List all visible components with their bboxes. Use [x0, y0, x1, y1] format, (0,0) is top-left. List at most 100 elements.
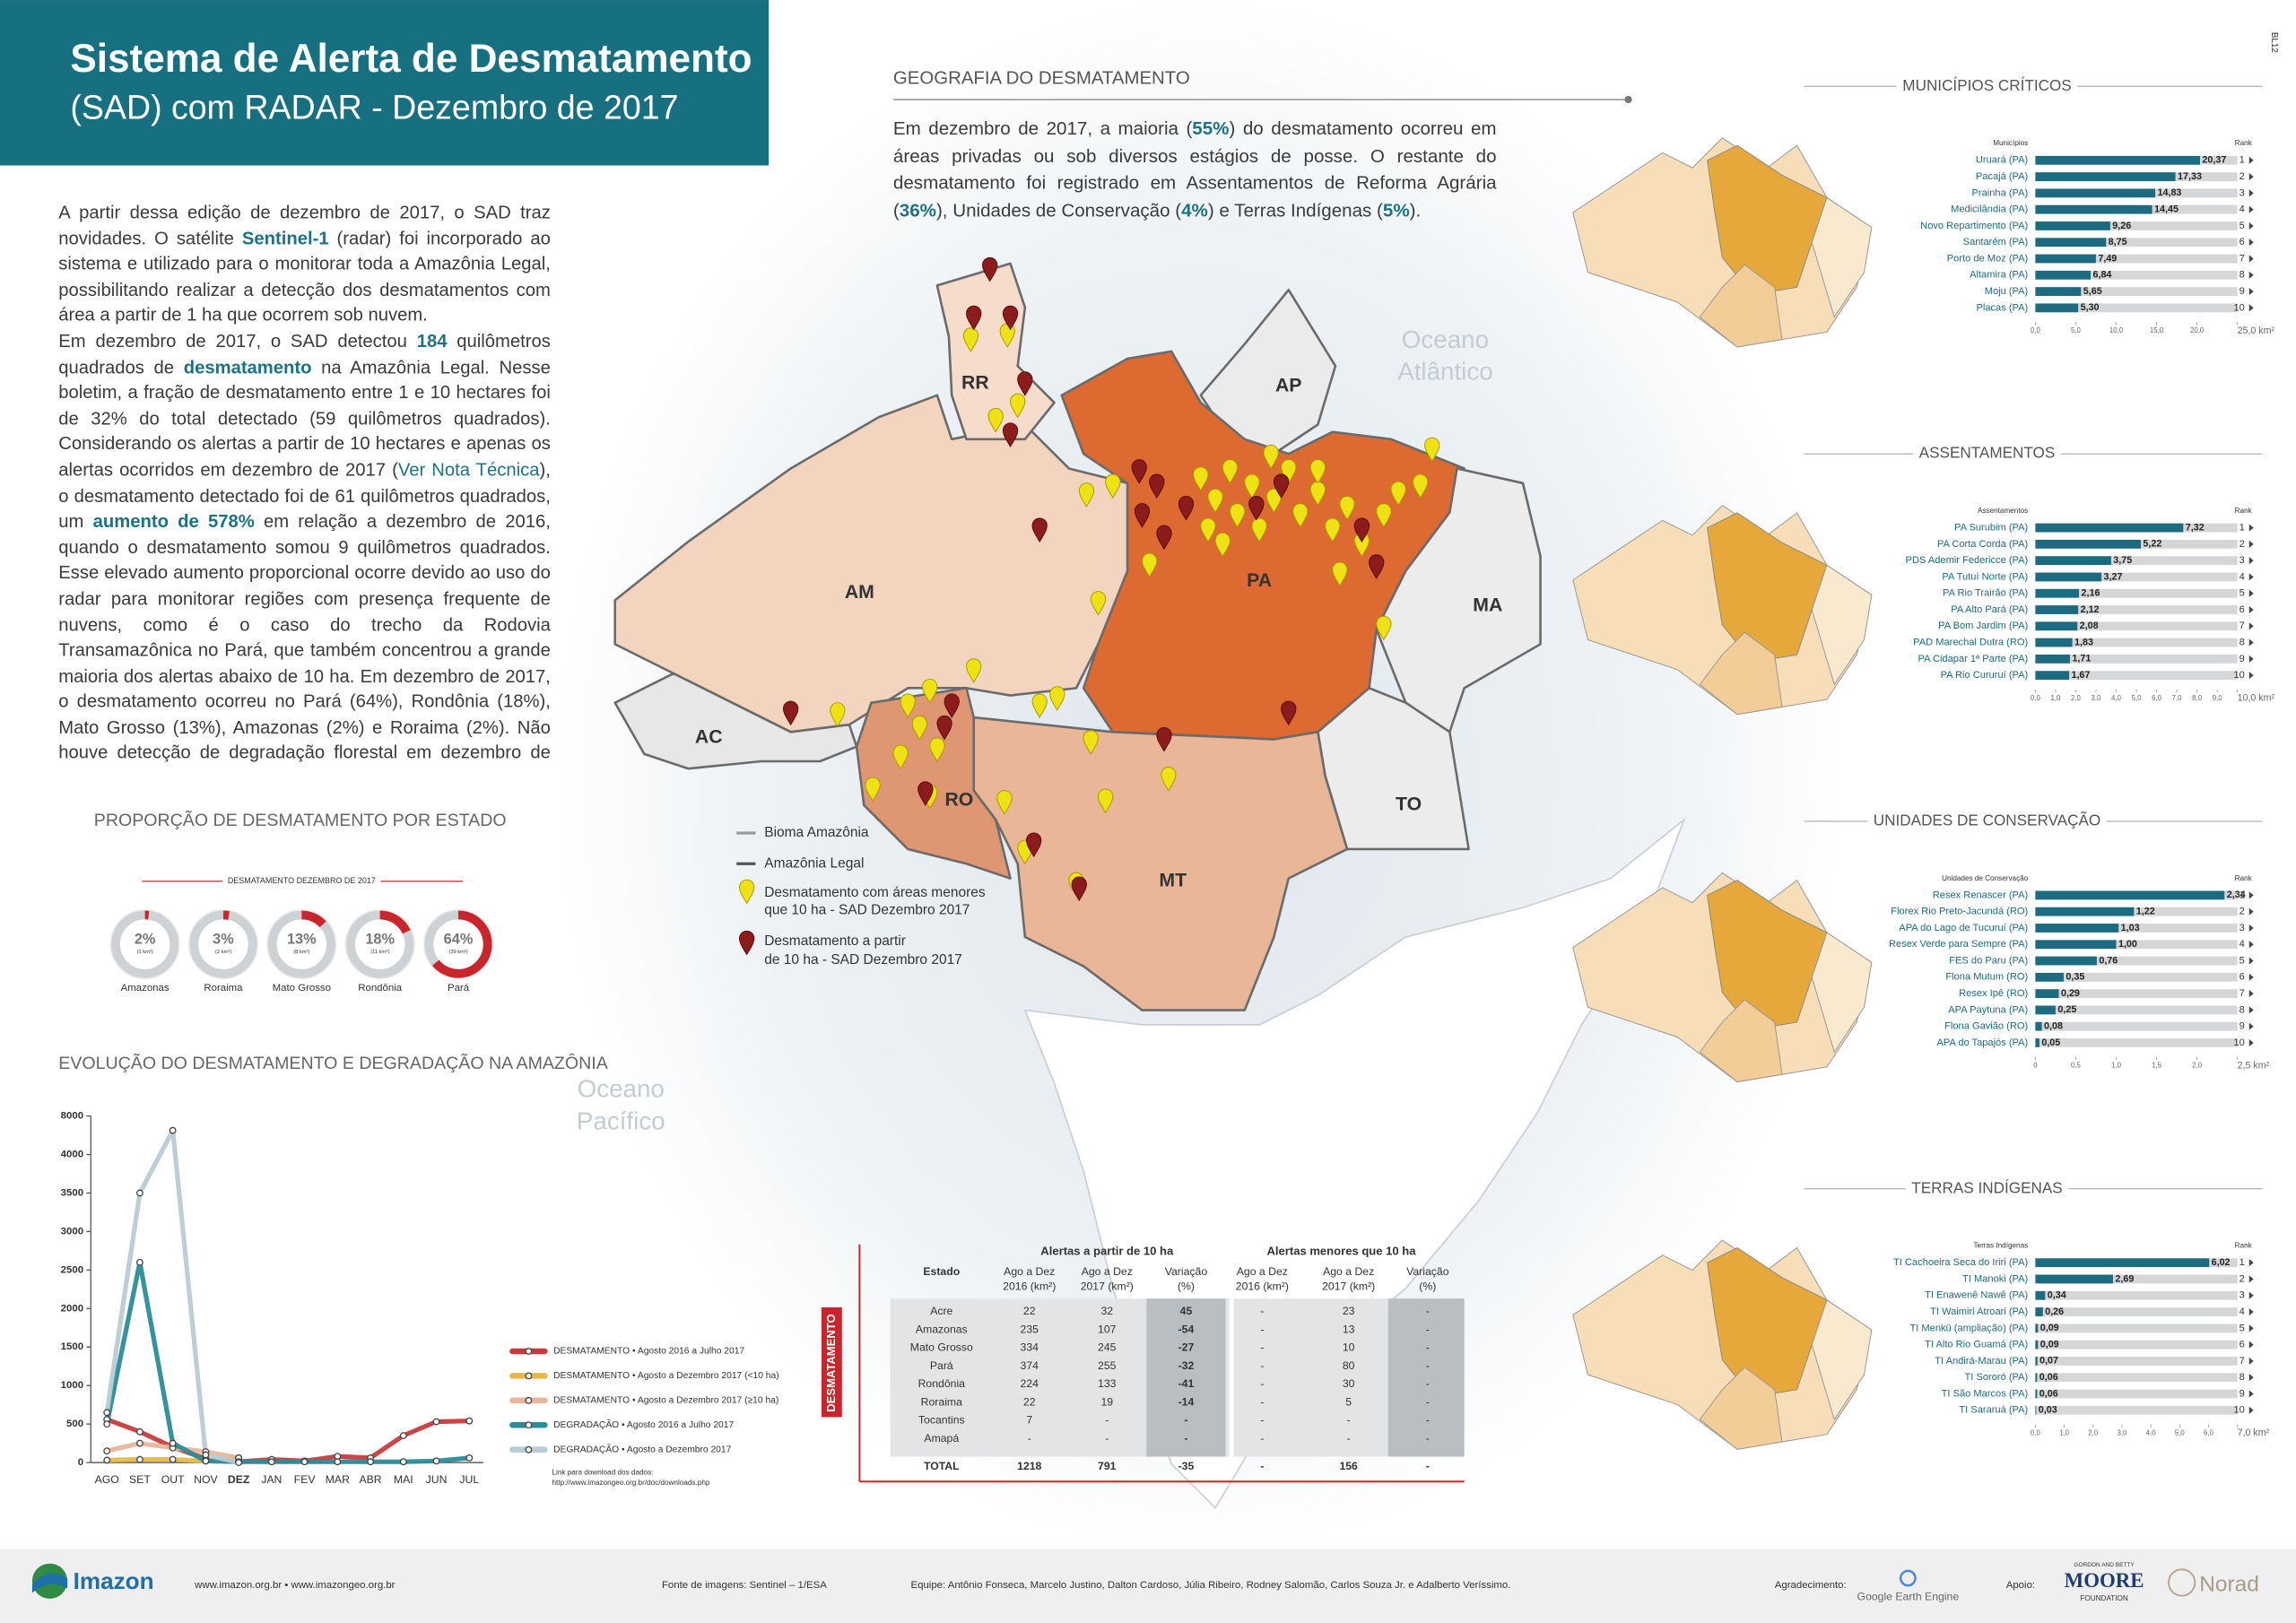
x-tick-label: ABR [359, 1473, 381, 1486]
table-cell: - [1347, 1432, 1351, 1445]
source-url[interactable]: http://www.imazongeo.org.br/doc/download… [552, 1479, 710, 1487]
y-tick-label: 2500 [61, 1264, 83, 1275]
bar [2035, 238, 2107, 247]
series-point [136, 1439, 144, 1447]
bar-track [2035, 924, 2238, 933]
category-label: Flona Mutum (RO) [1945, 972, 2028, 983]
category-label: Novo Repartimento (PA) [1920, 221, 2028, 231]
bar [2035, 1038, 2039, 1047]
value-label: 2,34 [2227, 890, 2246, 900]
rank-arrow [2248, 891, 2254, 899]
x-tick-label: 2,0 [2071, 694, 2082, 702]
geography-text: Em dezembro de 2017, a maioria (55%) do … [892, 118, 1497, 221]
legend-label: DESMATAMENTO • Agosto a Dezembro 2017 (≥… [553, 1396, 778, 1406]
table-cell: - [1426, 1377, 1430, 1390]
table-header: Variação [1165, 1265, 1208, 1278]
intro-paragraph: A partir dessa edição de dezembro de 201… [58, 201, 551, 330]
legend-label: DESMATAMENTO • Agosto a Dezembro 2017 (<… [553, 1371, 778, 1381]
category-label: Placas (PA) [1976, 302, 2028, 313]
table-cell: - [1426, 1414, 1430, 1427]
text: em relação a dezembro de 2016, quando o … [58, 511, 551, 771]
rank-label: 2 [2239, 1273, 2245, 1284]
table-cell: - [1426, 1432, 1430, 1445]
value-label: 2,08 [2080, 621, 2099, 631]
y-tick-label: 4000 [61, 1150, 83, 1160]
bar-track [2035, 1324, 2238, 1333]
table-col-shade [1387, 1298, 1465, 1457]
rank-arrow [2248, 271, 2254, 279]
category-label: TI Sararuá (PA) [1959, 1405, 2028, 1416]
series-point [136, 1455, 144, 1463]
donut-name: Mato Grosso [273, 983, 331, 994]
table-header: Ago a Dez [1004, 1265, 1055, 1278]
table-cell: 255 [1098, 1359, 1117, 1372]
series-point [136, 1428, 144, 1436]
x-tick-label: 1,0 [2050, 694, 2061, 702]
rank-arrow [2248, 221, 2254, 230]
category-label: Resex Verde para Sempre (PA) [1889, 939, 2028, 950]
state-mt [972, 716, 1349, 1011]
bar [2035, 1005, 2056, 1015]
bar-track [2035, 572, 2238, 582]
x-tick-label: 4,0 [2146, 1428, 2157, 1436]
legend-label: DEGRADAÇÃO • Agosto a Dezembro 2017 [553, 1443, 731, 1454]
table-cell: 10 [1343, 1341, 1355, 1354]
ocean-label: Pacífico [577, 1107, 665, 1135]
y-tick-label: 3500 [61, 1187, 83, 1198]
text: quilômetros quadrados de [58, 330, 551, 378]
rank-label: 8 [2239, 1004, 2245, 1015]
rank-arrow [2248, 304, 2254, 312]
table-cell: 32 [1100, 1305, 1113, 1317]
table-cell: 23 [1343, 1305, 1355, 1317]
x-tick-label: 5,0 [2132, 694, 2143, 702]
rank-arrow [2248, 524, 2254, 532]
category-label: PAD Marechal Dutra (RO) [1913, 638, 2028, 648]
value-label: 0,03 [2039, 1405, 2057, 1416]
value-label: 2,12 [2081, 604, 2100, 615]
bar-track [2035, 638, 2238, 647]
bar [2035, 539, 2141, 549]
category-label: Resex Ipê (RO) [1959, 988, 2028, 999]
series-point [103, 1447, 111, 1455]
rank-label: 9 [2239, 1388, 2245, 1399]
highlight: desmatamento [183, 356, 312, 378]
table-cell: - [1260, 1359, 1264, 1372]
x-tick-label: 0,5 [2071, 1062, 2082, 1070]
value-label: 5,30 [2081, 302, 2100, 313]
series-point [367, 1458, 374, 1466]
highlight: 5% [1382, 200, 1410, 221]
bar [2035, 654, 2070, 664]
rank-label: 6 [2239, 604, 2245, 615]
rank-label: 6 [2239, 1340, 2245, 1350]
table-cell: - [1260, 1341, 1264, 1354]
y-tick-label: 1000 [61, 1380, 83, 1391]
bar-track [2035, 588, 2238, 598]
table-header: Ago a Dez [1237, 1265, 1288, 1278]
table-total: 791 [1098, 1460, 1117, 1472]
state-ac [613, 672, 858, 770]
bar [2035, 671, 2070, 681]
rank-arrow [2248, 239, 2254, 247]
series-point [202, 1457, 210, 1465]
text: ). [1409, 200, 1422, 221]
table-cell: Rondônia [918, 1377, 966, 1390]
x-tick-label: 2,0 [2192, 1062, 2203, 1070]
table-cell: 5 [1345, 1395, 1352, 1408]
rank-label: 1 [2239, 1257, 2245, 1268]
table-cell: Roraima [921, 1395, 962, 1408]
table-cell: 235 [1021, 1323, 1039, 1335]
bar [2035, 1290, 2046, 1300]
table-cell: Amazonas [916, 1323, 968, 1335]
link[interactable]: Ver Nota Técnica [397, 459, 540, 481]
bar [2035, 1357, 2038, 1366]
x-tick-label: 4,0 [2111, 694, 2122, 702]
table-cell: - [1105, 1414, 1109, 1427]
category-label: PA Rio Trairão (PA) [1943, 588, 2028, 599]
text: Em dezembro de 2017, a maioria ( [892, 118, 1193, 140]
donut-arc [424, 910, 492, 978]
bar [2035, 1274, 2113, 1284]
donut-name: Amazonas [121, 983, 170, 994]
bar-track [2035, 1373, 2238, 1383]
source-label: Link para download dos dados: [552, 1469, 654, 1477]
ocean-label: Oceano [1402, 325, 1489, 353]
